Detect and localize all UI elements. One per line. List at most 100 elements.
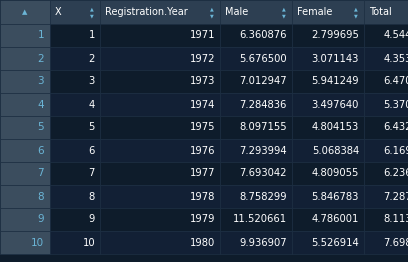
Bar — [0, 93, 50, 116]
Text: 3.071143: 3.071143 — [312, 53, 359, 63]
Bar — [50, 70, 100, 93]
Text: 4: 4 — [89, 100, 95, 110]
Text: 1971: 1971 — [189, 30, 215, 41]
Bar — [0, 162, 50, 185]
Bar — [220, 116, 292, 139]
Bar — [50, 162, 100, 185]
Text: 1975: 1975 — [189, 123, 215, 133]
Text: 3.497640: 3.497640 — [312, 100, 359, 110]
Bar — [50, 185, 100, 208]
Bar — [100, 185, 220, 208]
Text: 7.284836: 7.284836 — [239, 100, 287, 110]
Text: 5.941249: 5.941249 — [311, 77, 359, 86]
Text: 8: 8 — [89, 192, 95, 201]
Text: 4: 4 — [38, 100, 44, 110]
Bar — [292, 24, 364, 47]
Bar — [50, 93, 100, 116]
Bar — [0, 139, 50, 162]
Bar — [0, 231, 50, 254]
Bar — [292, 0, 364, 24]
Text: ▲: ▲ — [282, 6, 286, 11]
Text: 3: 3 — [38, 77, 44, 86]
Bar — [220, 231, 292, 254]
Text: 6.360876: 6.360876 — [239, 30, 287, 41]
Bar — [220, 24, 292, 47]
Bar — [100, 93, 220, 116]
Bar — [100, 208, 220, 231]
Text: 8: 8 — [38, 192, 44, 201]
Text: 5.370211: 5.370211 — [384, 100, 408, 110]
Bar — [220, 208, 292, 231]
Bar — [220, 47, 292, 70]
Text: ▲: ▲ — [354, 6, 358, 11]
Bar — [292, 208, 364, 231]
Text: 7.012947: 7.012947 — [239, 77, 287, 86]
Bar — [0, 185, 50, 208]
Bar — [50, 24, 100, 47]
Text: 1980: 1980 — [190, 237, 215, 248]
Bar — [0, 70, 50, 93]
Text: 2.799695: 2.799695 — [311, 30, 359, 41]
Text: 5.526914: 5.526914 — [311, 237, 359, 248]
Text: 1974: 1974 — [190, 100, 215, 110]
Text: 6: 6 — [89, 145, 95, 156]
Text: 1979: 1979 — [189, 215, 215, 225]
Text: 1976: 1976 — [189, 145, 215, 156]
Text: 3: 3 — [89, 77, 95, 86]
Bar — [292, 139, 364, 162]
Text: 4.786001: 4.786001 — [312, 215, 359, 225]
Bar — [364, 70, 408, 93]
Bar — [364, 47, 408, 70]
Text: ▲: ▲ — [210, 6, 214, 11]
Text: 9: 9 — [89, 215, 95, 225]
Text: ▲: ▲ — [22, 9, 28, 15]
Text: ▼: ▼ — [354, 13, 358, 18]
Text: 4.804153: 4.804153 — [312, 123, 359, 133]
Bar — [50, 139, 100, 162]
Bar — [50, 231, 100, 254]
Bar — [100, 0, 220, 24]
Text: Male: Male — [225, 7, 248, 17]
Text: 9: 9 — [38, 215, 44, 225]
Bar — [50, 47, 100, 70]
Text: 6.432481: 6.432481 — [384, 123, 408, 133]
Bar — [364, 93, 408, 116]
Text: 5: 5 — [89, 123, 95, 133]
Bar — [364, 208, 408, 231]
Text: 5.846783: 5.846783 — [312, 192, 359, 201]
Text: 7.287170: 7.287170 — [384, 192, 408, 201]
Text: 9.936907: 9.936907 — [239, 237, 287, 248]
Text: 4.809055: 4.809055 — [312, 168, 359, 178]
Text: X: X — [55, 7, 62, 17]
Text: 7: 7 — [38, 168, 44, 178]
Text: 2: 2 — [38, 53, 44, 63]
Text: ▲: ▲ — [90, 6, 94, 11]
Text: 1973: 1973 — [190, 77, 215, 86]
Text: 1: 1 — [38, 30, 44, 41]
Text: 10: 10 — [31, 237, 44, 248]
Text: 2: 2 — [89, 53, 95, 63]
Text: 7: 7 — [89, 168, 95, 178]
Bar — [292, 47, 364, 70]
Text: 1: 1 — [89, 30, 95, 41]
Bar — [292, 185, 364, 208]
Bar — [220, 185, 292, 208]
Bar — [364, 0, 408, 24]
Text: 6.470618: 6.470618 — [384, 77, 408, 86]
Text: 8.113840: 8.113840 — [384, 215, 408, 225]
Text: 8.758299: 8.758299 — [239, 192, 287, 201]
Bar — [364, 116, 408, 139]
Text: Total: Total — [369, 7, 392, 17]
Text: 10: 10 — [82, 237, 95, 248]
Text: 5.676500: 5.676500 — [239, 53, 287, 63]
Bar — [100, 139, 220, 162]
Text: 6.236419: 6.236419 — [384, 168, 408, 178]
Bar — [292, 93, 364, 116]
Text: Registration.Year: Registration.Year — [105, 7, 188, 17]
Text: 6: 6 — [38, 145, 44, 156]
Bar — [50, 116, 100, 139]
Bar — [50, 208, 100, 231]
Bar — [0, 0, 50, 24]
Bar — [100, 24, 220, 47]
Bar — [220, 93, 292, 116]
